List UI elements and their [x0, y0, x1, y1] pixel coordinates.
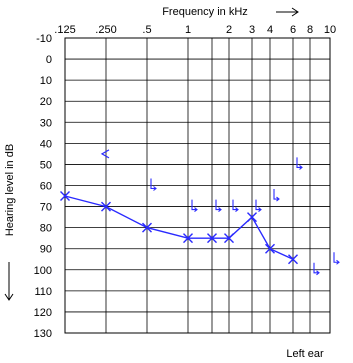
masked-bone-conduction-marker: [232, 199, 239, 213]
data-point-x-marker: [224, 233, 234, 244]
y-tick-label: 10: [40, 75, 52, 87]
y-tick-label: 100: [34, 265, 52, 277]
masked-bone-conduction-marker: [215, 199, 222, 213]
y-tick-label: 40: [40, 138, 52, 150]
masked-bone-conduction-marker: [333, 252, 340, 265]
data-point-x-marker: [265, 243, 275, 254]
x-tick-label: .5: [142, 24, 151, 36]
data-point-x-marker: [142, 222, 152, 233]
title-arrow: [276, 7, 299, 17]
x-tick-label: 10: [324, 24, 336, 36]
x-tick-label: 8: [307, 24, 313, 36]
y-tick-label: 130: [34, 328, 52, 340]
y-tick-label: 80: [40, 223, 52, 235]
x-tick-label: .125: [54, 24, 75, 36]
masked-bone-conduction-marker: [313, 262, 320, 276]
x-tick-label: 6: [290, 24, 296, 36]
y-tick-label: -10: [36, 33, 52, 45]
x-tick-label: .250: [95, 24, 116, 36]
data-point-x-marker: [247, 212, 257, 223]
x-tick-label: 2: [226, 24, 232, 36]
y-tick-label: 20: [40, 96, 52, 108]
x-tick-label: 4: [267, 24, 273, 36]
y-tick-label: 0: [46, 54, 52, 66]
y-tick-label: 120: [34, 307, 52, 319]
data-point-x-marker: [207, 233, 217, 244]
chart-title: Frequency in kHz: [162, 6, 248, 18]
data-point-x-marker: [101, 201, 111, 212]
y-tick-label: 110: [34, 286, 52, 298]
masked-bone-conduction-marker: [273, 189, 280, 202]
data-point-x-marker: [183, 233, 193, 244]
masked-bone-conduction-marker: [191, 199, 198, 213]
ear-label: Left ear: [286, 348, 324, 360]
masked-bone-conduction-marker: [255, 199, 262, 213]
y-axis-label: Hearing level in dB: [4, 144, 16, 236]
y-tick-label: 90: [40, 244, 52, 256]
y-axis-arrow: [4, 262, 14, 301]
plot-frame: [64, 37, 331, 334]
y-tick-label: 30: [40, 117, 52, 129]
data-point-x-marker: [60, 191, 70, 202]
y-tick-label: 60: [40, 181, 52, 193]
y-tick-label: 50: [40, 159, 52, 171]
masked-bone-conduction-marker: [296, 157, 303, 170]
y-tick-label: 70: [40, 202, 52, 214]
x-tick-label: 1: [185, 24, 191, 36]
data-point-x-marker: [288, 254, 298, 265]
x-tick-label: 3: [249, 24, 255, 36]
masked-bone-conduction-marker: [150, 178, 157, 191]
bone-conduction-marker: [100, 149, 110, 159]
